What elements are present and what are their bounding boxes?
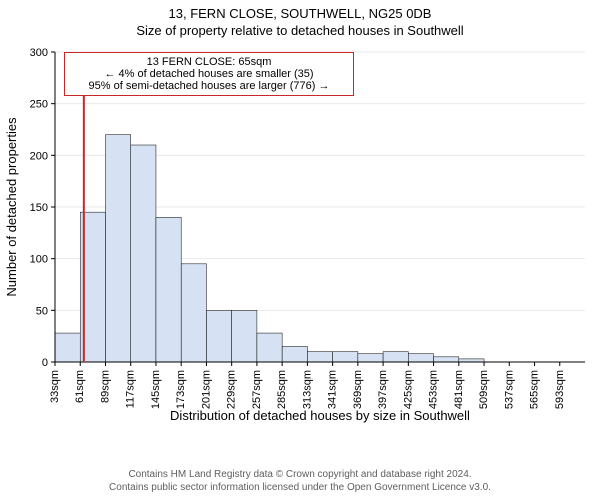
x-tick-label: 593sqm bbox=[554, 370, 566, 409]
x-tick-label: 313sqm bbox=[301, 370, 313, 409]
histogram-bar bbox=[206, 310, 231, 362]
x-tick-label: 33sqm bbox=[49, 370, 61, 403]
x-tick-label: 117sqm bbox=[125, 370, 137, 408]
x-tick-label: 453sqm bbox=[428, 370, 440, 409]
histogram-bar bbox=[257, 333, 282, 362]
y-tick-label: 250 bbox=[30, 98, 48, 110]
y-tick-label: 150 bbox=[30, 202, 48, 214]
histogram-bar bbox=[181, 264, 206, 362]
histogram-bar bbox=[282, 346, 307, 362]
credits: Contains HM Land Registry data © Crown c… bbox=[0, 468, 600, 494]
y-tick-label: 200 bbox=[30, 150, 48, 162]
histogram-bar bbox=[307, 351, 332, 361]
histogram-bar bbox=[131, 145, 156, 362]
annotation-line: 13 FERN CLOSE: 65sqm bbox=[71, 56, 347, 68]
y-tick-label: 0 bbox=[42, 357, 48, 369]
x-tick-label: 173sqm bbox=[175, 370, 187, 409]
page-subtitle: Size of property relative to detached ho… bbox=[0, 23, 600, 40]
annotation-box: 13 FERN CLOSE: 65sqm ← 4% of detached ho… bbox=[64, 52, 354, 96]
histogram-bar bbox=[156, 217, 181, 362]
histogram-bar bbox=[55, 333, 80, 362]
x-tick-label: 481sqm bbox=[453, 370, 465, 409]
x-tick-label: 61sqm bbox=[74, 370, 86, 403]
x-axis-label: Distribution of detached houses by size … bbox=[170, 408, 470, 423]
x-tick-label: 509sqm bbox=[478, 370, 490, 409]
annotation-line: ← 4% of detached houses are smaller (35) bbox=[71, 68, 347, 80]
annotation-line: 95% of semi-detached houses are larger (… bbox=[71, 80, 347, 92]
histogram-bar bbox=[408, 354, 433, 362]
x-tick-label: 341sqm bbox=[327, 370, 339, 409]
x-tick-label: 537sqm bbox=[503, 370, 515, 409]
x-tick-label: 397sqm bbox=[377, 370, 389, 409]
x-tick-label: 565sqm bbox=[529, 370, 541, 409]
histogram-bar bbox=[358, 354, 383, 362]
histogram-chart: 0 50 100 150 200 250 300 33sqm 61sqm 89sqm 117sqm… bbox=[0, 42, 600, 427]
y-tick-label: 300 bbox=[30, 47, 48, 59]
x-tick-label: 257sqm bbox=[251, 370, 263, 409]
y-axis-label: Number of detached properties bbox=[4, 117, 19, 297]
histogram-bar bbox=[333, 351, 358, 361]
y-tick-label: 50 bbox=[36, 305, 48, 317]
y-tick-label: 100 bbox=[30, 253, 48, 265]
histogram-bar bbox=[232, 310, 257, 362]
x-tick-label: 89sqm bbox=[99, 370, 111, 403]
x-tick-label: 145sqm bbox=[150, 370, 162, 409]
x-tick-label: 369sqm bbox=[352, 370, 364, 409]
x-tick-label: 201sqm bbox=[200, 370, 212, 409]
histogram-bar bbox=[105, 134, 130, 361]
x-tick-label: 285sqm bbox=[276, 370, 288, 409]
histogram-bar bbox=[383, 351, 408, 361]
credit-line: Contains HM Land Registry data © Crown c… bbox=[0, 468, 600, 481]
page-title: 13, FERN CLOSE, SOUTHWELL, NG25 0DB bbox=[0, 6, 600, 23]
histogram-bar bbox=[434, 357, 459, 362]
x-tick-label: 229sqm bbox=[226, 370, 238, 409]
credit-line: Contains public sector information licen… bbox=[0, 481, 600, 494]
x-tick-label: 425sqm bbox=[402, 370, 414, 409]
